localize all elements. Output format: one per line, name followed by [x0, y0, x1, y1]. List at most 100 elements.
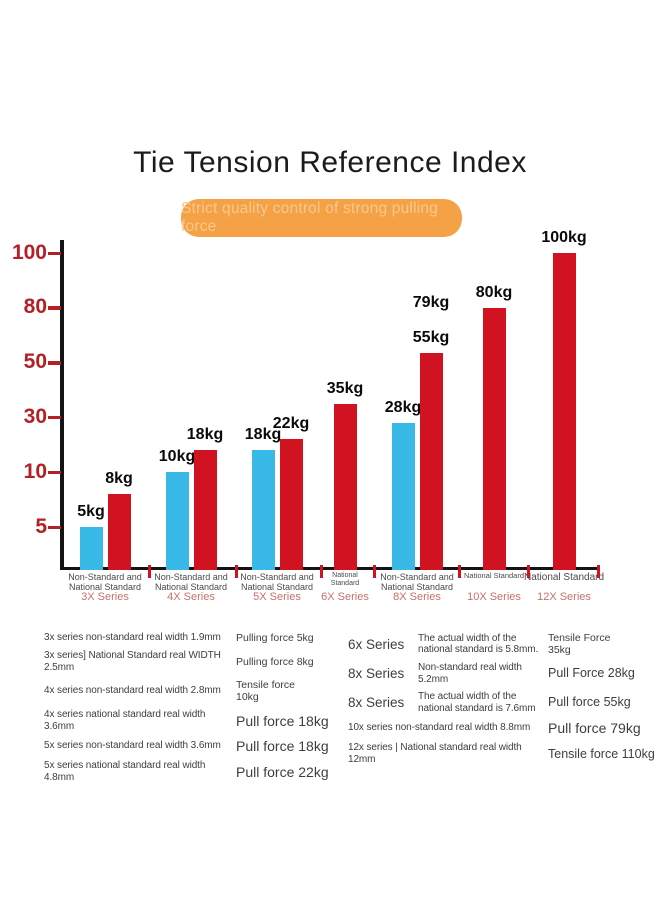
axis-series-label-4x-series: 4X Series: [167, 591, 215, 603]
y-axis-line: [60, 240, 64, 570]
bar-value-label: 22kg: [272, 415, 310, 433]
axis-standard-label: Non-Standard and National Standard: [380, 572, 454, 593]
y-axis-tick-label: 80: [23, 295, 47, 319]
spec-force: Pull force 55kg: [548, 695, 631, 710]
bar-4x-series-blue: [165, 472, 189, 570]
y-axis-tick-label: 5: [35, 514, 47, 538]
x-axis-line: [60, 566, 598, 570]
axis-series-label-10x-series: 10X Series: [467, 591, 521, 603]
bar-8x-series-red: [419, 353, 443, 570]
spec-desc: 4x series non-standard real width 2.8mm: [44, 685, 221, 697]
spec-desc: 4x series national standard real width 3…: [44, 709, 206, 732]
axis-standard-label: National Standard: [330, 572, 360, 587]
bar-extra-value-label: 79kg: [412, 294, 450, 312]
page-title: Tie Tension Reference Index: [133, 146, 527, 179]
spec-desc: 5x series non-standard real width 3.6mm: [44, 740, 221, 752]
spec-desc: 3x series] National Standard real WIDTH …: [44, 650, 221, 673]
axis-series-label-5x-series: 5X Series: [253, 591, 301, 603]
group-separator-tick: [373, 565, 376, 578]
bar-value-label: 28kg: [384, 398, 422, 416]
bar-value-label: 35kg: [326, 379, 364, 397]
axis-series-label-3x-series: 3X Series: [81, 591, 129, 603]
bar-value-label: 18kg: [244, 426, 282, 444]
spec-row: 12x series | National standard real widt…: [348, 742, 656, 765]
bar-value-label: 8kg: [105, 470, 133, 488]
spec-row: 5x series national standard real width 4…: [44, 760, 340, 783]
bar-value-label: 18kg: [186, 426, 224, 444]
axis-standard-label: Non-Standard and National Standard: [154, 572, 228, 593]
spec-desc: 12x series | National standard real widt…: [348, 742, 522, 765]
spec-force: Pull force 22kg: [236, 763, 329, 780]
spec-desc: 10x series non-standard real width 8.8mm: [348, 722, 531, 734]
bar-value-label: 5kg: [77, 503, 105, 520]
y-axis-tick-dash: [48, 306, 61, 310]
spec-row: 8x Series Non-standard real width 5.2mm Pu…: [348, 662, 656, 685]
bar-3x-series-red: [107, 494, 131, 570]
bar-5x-series-red: [279, 439, 303, 570]
group-separator-tick: [527, 565, 530, 578]
axis-series-label-12x-series: 12X Series: [537, 591, 591, 603]
y-axis-tick-dash: [48, 470, 61, 475]
spec-force: Pulling force 5kg: [236, 632, 314, 644]
spec-row: 4x series non-standard real width 2.8mm T…: [44, 679, 340, 703]
spec-force: Tensile Force 35kg: [548, 632, 611, 657]
spec-desc: Non-standard real width 5.2mm: [418, 662, 522, 685]
bar-value-label: 100kg: [541, 229, 587, 246]
group-separator-tick: [320, 565, 323, 578]
spec-force: Pulling force 8kg: [236, 655, 314, 668]
spec-force: Pull force 18kg: [236, 712, 329, 729]
spec-row: 4x series national standard real width 3…: [44, 709, 340, 732]
axis-standard-label: Non-Standard and National Standard: [68, 572, 142, 593]
bar-3x-series-blue: [79, 527, 103, 570]
spec-desc: 5x series national standard real width 4…: [44, 760, 206, 783]
spec-row: 6x Series The actual width of the nationa…: [348, 632, 656, 656]
spec-row: 10x series non-standard real width 8.8mm…: [348, 720, 656, 736]
spec-table-left-column: 3x series non-standard real width 1.9mm P…: [44, 632, 340, 789]
spec-force: Pull force 18kg: [236, 738, 329, 755]
spec-row: 3x series non-standard real width 1.9mm P…: [44, 632, 340, 644]
bar-12x-series-red: [552, 253, 576, 570]
y-axis-tick-label: 50: [23, 350, 47, 374]
bar-6x-series-red: [333, 403, 357, 570]
group-separator-tick: [458, 565, 461, 578]
axis-series-label-8x-series: 8X Series: [393, 591, 441, 603]
y-axis-tick-dash: [48, 525, 61, 529]
bar-value-label: 55kg: [412, 329, 450, 347]
banner-text: Strict quality control of strong pulling…: [181, 200, 438, 235]
axis-standard-label: National Standard: [523, 572, 605, 583]
bar-10x-series-red: [482, 307, 506, 570]
y-axis-tick-dash: [48, 361, 61, 365]
bar-4x-series-red: [193, 450, 217, 570]
group-separator-tick: [597, 565, 600, 578]
bar-5x-series-blue: [251, 450, 275, 570]
spec-force: Tensile force 110kg: [548, 746, 655, 761]
spec-table-right-column: 6x Series The actual width of the nationa…: [348, 632, 656, 771]
y-axis-tick-dash: [48, 251, 61, 255]
group-separator-tick: [235, 565, 238, 578]
spec-desc: The actual width of the national standar…: [418, 691, 536, 714]
spec-row: 8x Series The actual width of the nationa…: [348, 691, 656, 714]
quality-banner: Strict quality control of strong pulling…: [181, 199, 462, 237]
spec-force: Tensile force 10kg: [236, 679, 295, 704]
spec-row: 5x series non-standard real width 3.6mm P…: [44, 738, 340, 754]
spec-row: 3x series] National Standard real WIDTH …: [44, 650, 340, 673]
y-axis-tick-dash: [48, 415, 61, 420]
bar-value-label: 80kg: [475, 283, 513, 301]
axis-series-label-6x-series: 6X Series: [321, 591, 369, 603]
spec-series: 6x Series: [348, 636, 405, 652]
y-axis-tick-label: 30: [23, 404, 47, 428]
spec-force: Pull force 79kg: [548, 720, 641, 737]
spec-force: Pull Force 28kg: [548, 666, 635, 681]
spec-series: 8x Series: [348, 666, 405, 682]
spec-desc: 3x series non-standard real width 1.9mm: [44, 632, 221, 644]
y-axis-tick-label: 10: [23, 459, 47, 483]
bar-value-label: 10kg: [158, 448, 196, 466]
spec-series: 8x Series: [348, 695, 405, 711]
y-axis-tick-label: 100: [11, 240, 47, 264]
spec-desc: The actual width of the national standar…: [418, 632, 539, 656]
bar-8x-series-blue: [391, 422, 415, 570]
axis-standard-label: Non-Standard and National Standard: [240, 572, 314, 593]
group-separator-tick: [148, 565, 151, 578]
